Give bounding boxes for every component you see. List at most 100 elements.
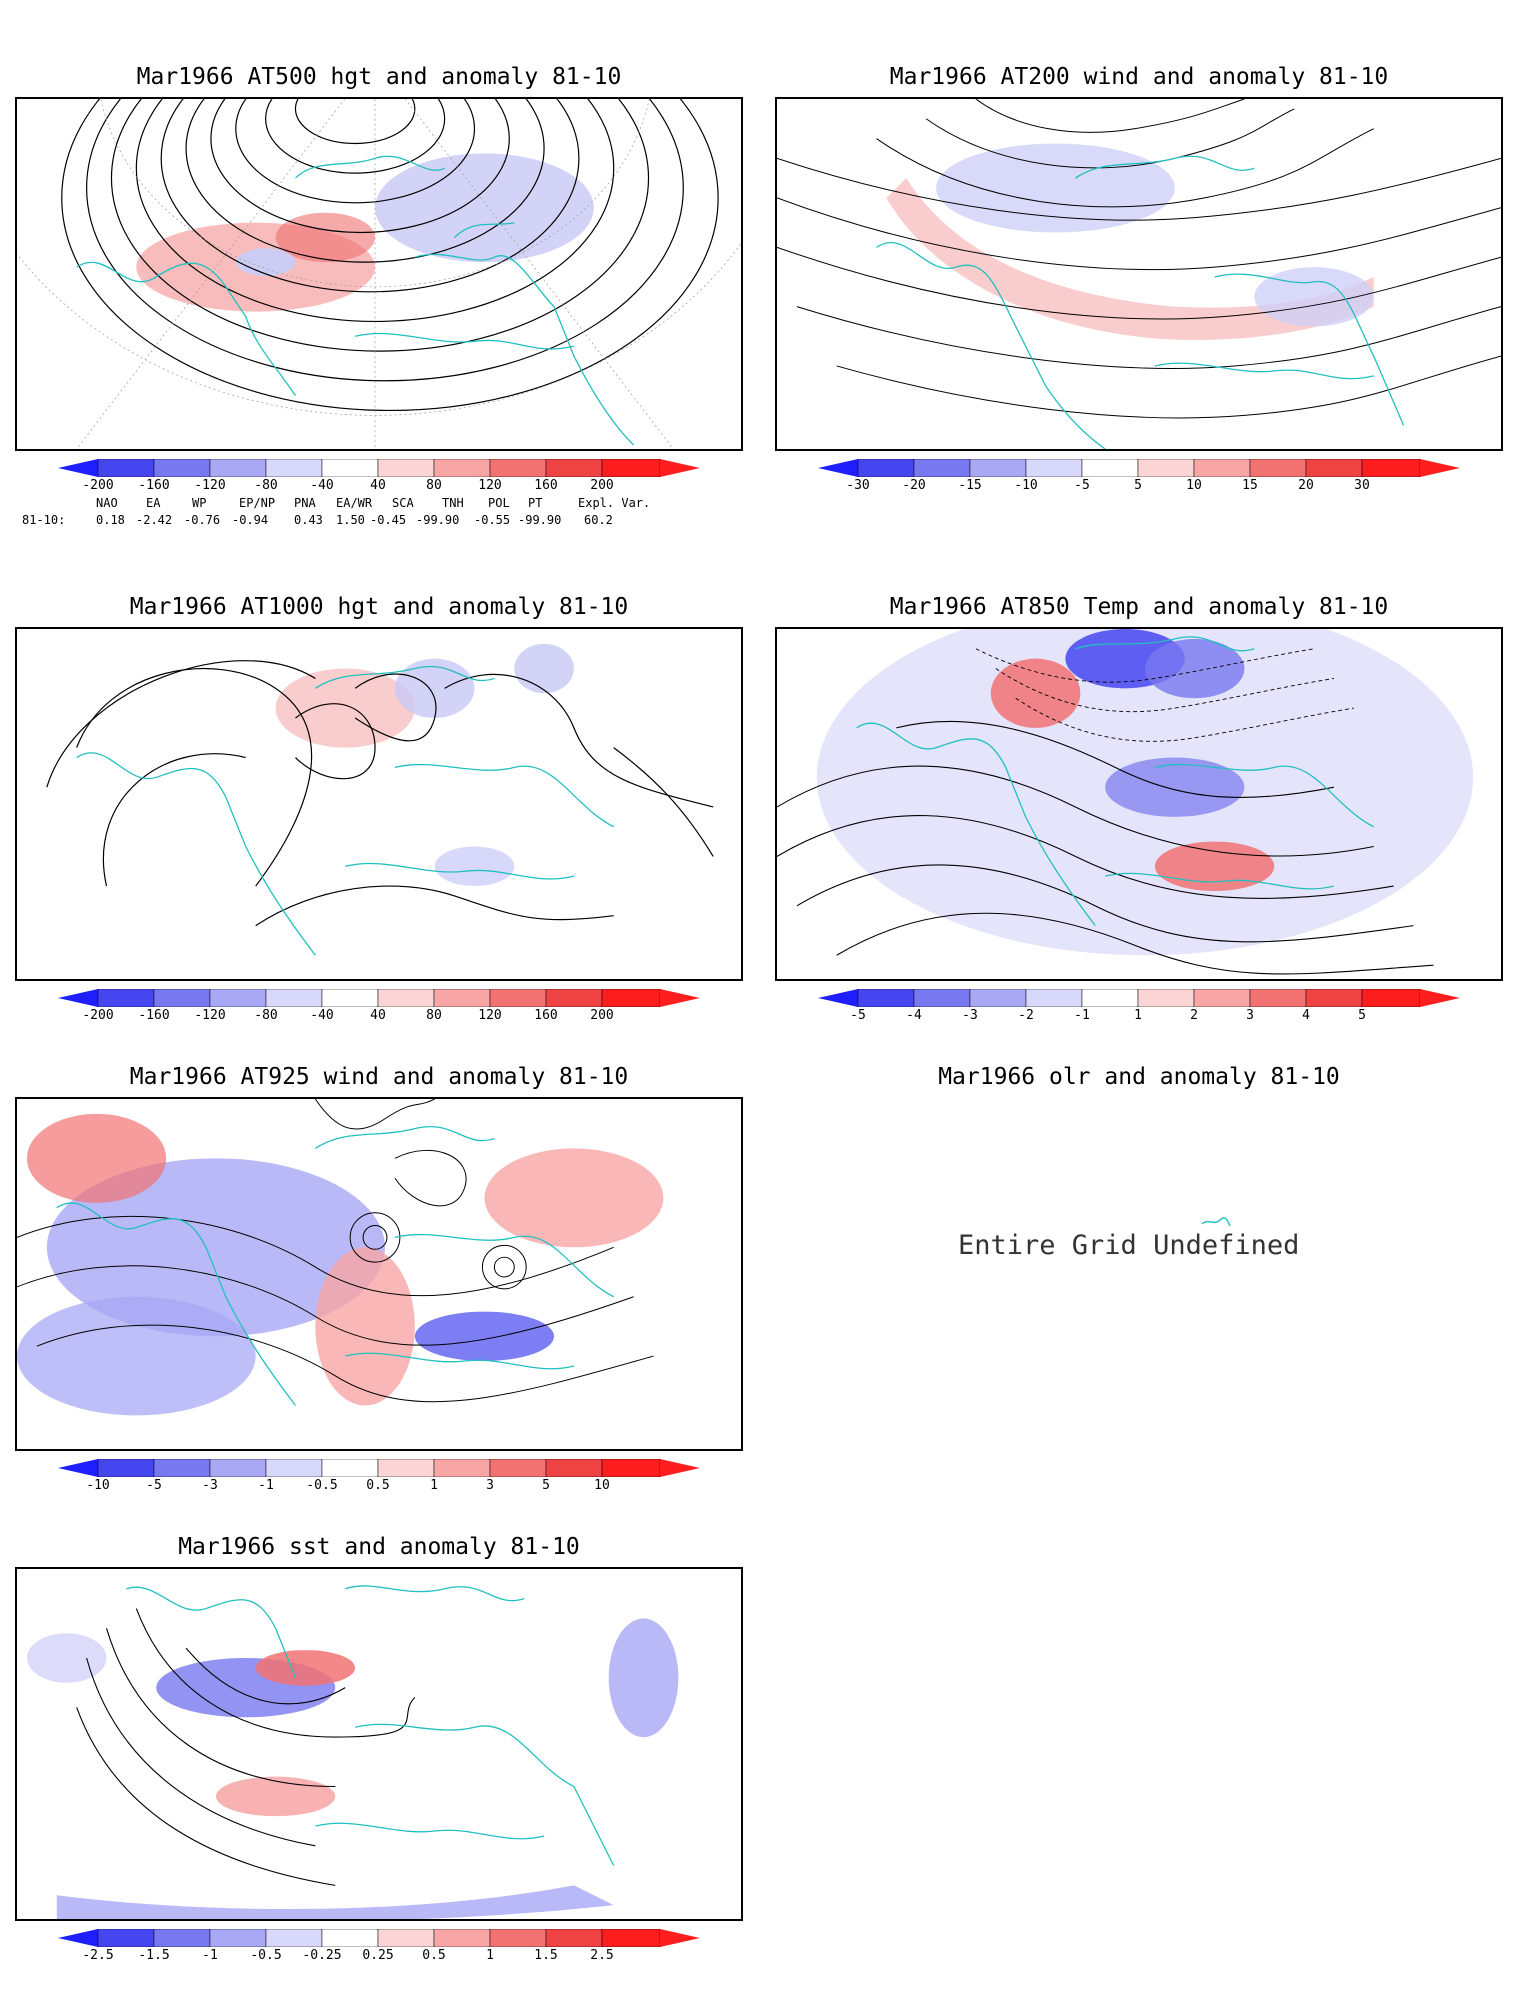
cbar-label: -5	[850, 1008, 866, 1023]
index-value: -0.76	[184, 513, 221, 527]
map-z500	[15, 97, 743, 451]
w200-anomaly-negative	[936, 143, 1175, 233]
w925-plot	[17, 1099, 664, 1416]
index-header: POL	[488, 496, 510, 510]
cbar-label: 4	[1302, 1008, 1310, 1023]
cbar-label: -15	[958, 478, 982, 493]
cbar-label: -200	[82, 1008, 114, 1023]
index-value: -0.55	[474, 513, 511, 527]
sst-anomaly-negative-west	[26, 1633, 107, 1683]
sst-anomaly-negative-east	[608, 1618, 679, 1738]
sst-plot	[26, 1585, 679, 1919]
cbar-label: 200	[590, 1008, 614, 1023]
index-value: 0.18	[96, 513, 125, 527]
cbar-label: 5	[542, 1478, 550, 1493]
title-w200: Mar1966 AT200 wind and anomaly 81-10	[889, 64, 1389, 90]
colorbar-sst-swatches	[58, 1929, 700, 1947]
cbar-label: 3	[486, 1478, 494, 1493]
cbar-label: -10	[86, 1478, 110, 1493]
t850-plot	[777, 629, 1474, 975]
z500-anomaly-negative-small	[235, 248, 296, 276]
w200-plot	[777, 99, 1501, 449]
olr-coastline-fragment	[1201, 1217, 1231, 1227]
olr-undefined-message: Entire Grid Undefined	[958, 1230, 1300, 1261]
title-t850: Mar1966 AT850 Temp and anomaly 81-10	[889, 594, 1389, 620]
colorbar-t850-labels: -5 -4 -3 -2 -1 1 2 3 4 5	[818, 1007, 1460, 1023]
colorbar-w925: -10 -5 -3 -1 -0.5 0.5 1 3 5 10	[58, 1459, 700, 1495]
cbar-label: -120	[194, 478, 226, 493]
z500-anomaly-negative	[375, 153, 594, 263]
cbar-label: -0.5	[306, 1478, 338, 1493]
sst-anomaly-positive-north-atlantic	[255, 1650, 356, 1686]
sst-anomaly-negative-south-band	[56, 1885, 614, 1919]
w925-anomaly-positive-central	[315, 1247, 415, 1406]
cbar-label: -80	[254, 1008, 278, 1023]
z1000-coastlines	[76, 665, 614, 956]
title-olr: Mar1966 olr and anomaly 81-10	[938, 1064, 1340, 1090]
cbar-label: 160	[534, 1008, 558, 1023]
cbar-label: -4	[906, 1008, 922, 1023]
cbar-label: 160	[534, 478, 558, 493]
cbar-label: -5	[146, 1478, 162, 1493]
cbar-label: 0.5	[366, 1478, 390, 1493]
cbar-label: 2.5	[590, 1948, 614, 1963]
index-header: TNH	[442, 496, 464, 510]
cbar-label: -160	[138, 1008, 170, 1023]
cbar-label: -2.5	[82, 1948, 114, 1963]
t850-anomaly-positive-greenland	[990, 658, 1081, 728]
cbar-label: 80	[426, 478, 442, 493]
index-header: PT	[528, 496, 543, 510]
colorbar-w200-swatches	[818, 459, 1460, 477]
index-row-label: 81-10:	[22, 513, 66, 527]
index-header: EA/WR	[336, 496, 373, 510]
colorbar-z1000-labels: -200 -160 -120 -80 -40 40 80 120 160 200	[58, 1007, 700, 1023]
map-sst	[15, 1567, 743, 1921]
z1000-anomaly-negative	[394, 658, 475, 718]
colorbar-z500-labels: -200 -160 -120 -80 -40 40 80 120 160 200	[58, 477, 700, 493]
w200-anomaly-positive-band	[886, 178, 1374, 340]
colorbar-t850: -5 -4 -3 -2 -1 1 2 3 4 5	[818, 989, 1460, 1025]
cbar-label: -5	[1074, 478, 1090, 493]
cbar-label: -3	[202, 1478, 218, 1493]
z500-coastlines	[76, 155, 635, 446]
cbar-label: 120	[478, 478, 502, 493]
cbar-label: 1.5	[534, 1948, 558, 1963]
cbar-label: 1	[430, 1478, 438, 1493]
z1000-plot	[46, 643, 714, 956]
w200-streamlines	[777, 99, 1501, 419]
index-header: NAO	[96, 496, 118, 510]
cbar-label: 0.5	[422, 1948, 446, 1963]
cbar-label: 1	[1134, 1008, 1142, 1023]
index-value: -0.94	[232, 513, 269, 527]
cbar-label: -1	[1074, 1008, 1090, 1023]
map-w925	[15, 1097, 743, 1451]
cbar-label: -30	[846, 478, 870, 493]
sst-coastlines	[126, 1585, 615, 1866]
w925-streamlines	[17, 1099, 654, 1403]
cbar-label: -3	[962, 1008, 978, 1023]
cbar-label: 1	[486, 1948, 494, 1963]
cbar-label: 80	[426, 1008, 442, 1023]
colorbar-w200-labels: -30 -20 -15 -10 -5 5 10 15 20 30	[818, 477, 1460, 493]
index-value: -99.90	[416, 513, 460, 527]
cbar-label: -1.5	[138, 1948, 170, 1963]
cbar-label: -1	[258, 1478, 274, 1493]
cbar-label: -80	[254, 478, 278, 493]
w925-anomaly-negative-sw	[17, 1296, 256, 1416]
index-header: Expl. Var.	[578, 496, 651, 510]
cbar-label: -40	[310, 478, 334, 493]
colorbar-w925-labels: -10 -5 -3 -1 -0.5 0.5 1 3 5 10	[58, 1477, 700, 1493]
index-header: SCA	[392, 496, 414, 510]
cbar-label: -20	[902, 478, 926, 493]
sst-temperature-contours	[76, 1608, 416, 1886]
z1000-anomaly-negative-east	[514, 643, 574, 694]
w925-anomaly-positive-ne	[484, 1148, 664, 1248]
z1000-height-contours	[46, 660, 714, 927]
index-value: 1.50	[336, 513, 365, 527]
cbar-label: 200	[590, 478, 614, 493]
map-w200	[775, 97, 1503, 451]
w925-anomaly-negative-atlantic	[46, 1158, 385, 1337]
index-value: -99.90	[518, 513, 562, 527]
cbar-label: 30	[1354, 478, 1370, 493]
t850-temperature-contours	[777, 720, 1434, 975]
